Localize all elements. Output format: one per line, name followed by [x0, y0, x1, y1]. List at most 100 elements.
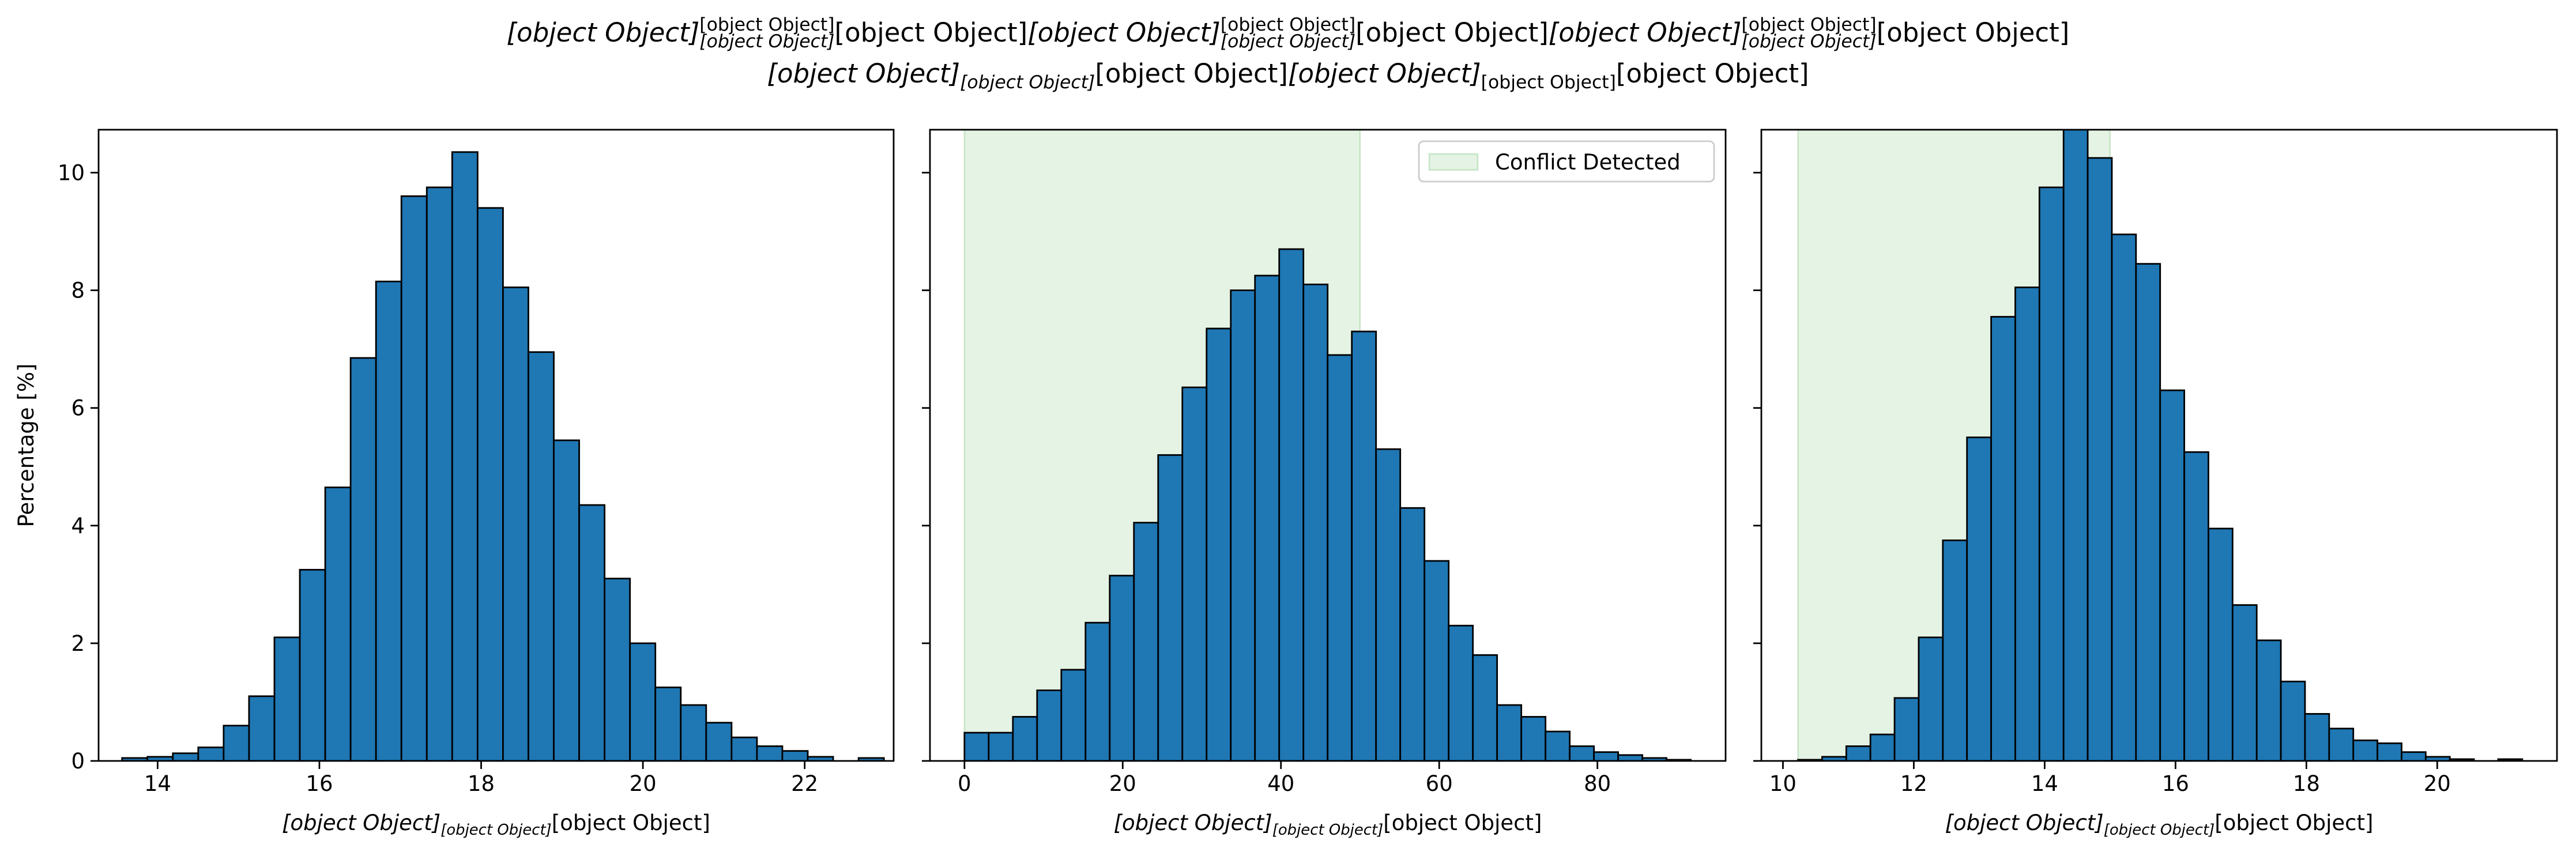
title-line: [object Object][object Object][object Ob…: [767, 58, 1809, 93]
bar: [680, 704, 707, 761]
bar: [1966, 436, 1992, 761]
x-tick-label: 20: [1109, 771, 1136, 796]
title-line-part: [object Object]: [1027, 17, 1221, 48]
bar: [2255, 639, 2282, 761]
bar: [2135, 263, 2161, 761]
bar: [2304, 712, 2330, 761]
bar: [654, 687, 682, 761]
x-tick-label: 80: [1584, 771, 1611, 796]
bar: [1545, 730, 1571, 761]
x-axis-label-part: [object Object]: [440, 821, 552, 839]
bar: [1133, 522, 1159, 761]
x-axis-label-part: [object Object]: [1272, 821, 1384, 839]
bar: [1893, 697, 1920, 761]
title-line: [object Object][object Object][object Ob…: [507, 14, 2070, 52]
title-line-part: [object Object]: [1549, 17, 1742, 48]
title-line-part: [object Object]: [1355, 17, 1549, 48]
axes: 10 12 14 16 18 20: [1753, 129, 2558, 796]
bar: [197, 747, 225, 761]
title-line-part: [object Object]: [960, 72, 1095, 93]
legend-box: [1418, 140, 1715, 183]
legend: Conflict Detected: [1418, 140, 1715, 183]
bar: [375, 280, 402, 761]
x-axis-label: [object Object][object Object][object Ob…: [1114, 810, 1542, 839]
bar: [1845, 745, 1871, 761]
bar: [349, 357, 377, 761]
title-line-part: [object Object]: [835, 17, 1028, 48]
bar: [1351, 330, 1377, 761]
x-axis-label-part: [object Object]: [282, 810, 440, 835]
x-axis-label-part: [object Object]: [2215, 810, 2373, 835]
x-tick-label: 18: [2293, 771, 2320, 796]
bar: [963, 732, 990, 761]
bar: [1472, 654, 1498, 761]
bar: [1918, 636, 1944, 761]
bar: [2183, 451, 2209, 761]
bar: [2280, 680, 2306, 761]
bar: [528, 351, 555, 761]
title-line-part: [object Object]: [1877, 17, 2070, 48]
bar: [1520, 716, 1547, 761]
x-axis-label-part: [object Object]: [1383, 810, 1542, 835]
plot-area: [1797, 130, 2524, 761]
x-tick-label: 14: [2031, 771, 2058, 796]
bar: [1036, 689, 1063, 761]
bar: [2401, 751, 2427, 761]
title-line-part: [object Object]: [1095, 58, 1288, 89]
title-line-part: [object Object]: [1221, 31, 1355, 52]
bar: [223, 725, 250, 761]
bar: [2352, 739, 2378, 761]
bar: [553, 439, 580, 761]
bar: [1496, 704, 1523, 761]
bar: [1060, 669, 1087, 761]
bar: [1181, 386, 1208, 761]
bar: [578, 504, 606, 761]
title-line-part: [object Object]: [699, 31, 834, 52]
bar: [502, 286, 529, 761]
x-tick-label: 20: [630, 771, 657, 796]
x-tick-label: 16: [2162, 771, 2189, 796]
title-line-part: [object Object]: [507, 17, 700, 48]
y-tick-label: 0: [71, 749, 85, 774]
legend-swatch: [1428, 153, 1479, 171]
bar: [988, 732, 1014, 761]
plot-area: [963, 130, 1692, 761]
bar: [2231, 604, 2258, 761]
bar: [1617, 754, 1644, 761]
x-tick-label: 0: [958, 771, 971, 796]
y-tick-label: 10: [58, 160, 85, 185]
bar: [1327, 354, 1353, 761]
bar: [604, 578, 631, 761]
bar: [1569, 745, 1595, 761]
bar: [2038, 186, 2065, 761]
x-axis-label-part: [object Object]: [1945, 810, 2104, 835]
bar: [2087, 157, 2113, 761]
x-tick-label: 12: [1900, 771, 1927, 796]
x-tick-label: 14: [144, 771, 171, 796]
title-line-part: [object Object]: [1741, 14, 1876, 35]
bar: [1084, 621, 1111, 761]
bar: [248, 695, 276, 761]
bar: [476, 207, 504, 761]
bar: [1869, 733, 1896, 761]
bar: [756, 745, 784, 761]
bar: [1278, 248, 1305, 761]
bar: [2014, 286, 2040, 761]
title-line-part: [object Object]: [1288, 58, 1481, 89]
bar: [2111, 233, 2137, 761]
bar: [1423, 560, 1450, 761]
bar: [629, 642, 657, 761]
x-tick-label: 18: [468, 771, 495, 796]
x-tick-label: 16: [306, 771, 333, 796]
y-tick-label: 2: [71, 631, 85, 656]
bar: [2159, 389, 2185, 761]
bar: [2208, 527, 2234, 761]
x-tick-label: 60: [1426, 771, 1453, 796]
bar: [425, 186, 453, 761]
x-tick-label: 10: [1769, 771, 1797, 796]
title-line-part: [object Object]: [699, 14, 834, 35]
bar: [705, 722, 733, 761]
bar: [1109, 575, 1135, 761]
